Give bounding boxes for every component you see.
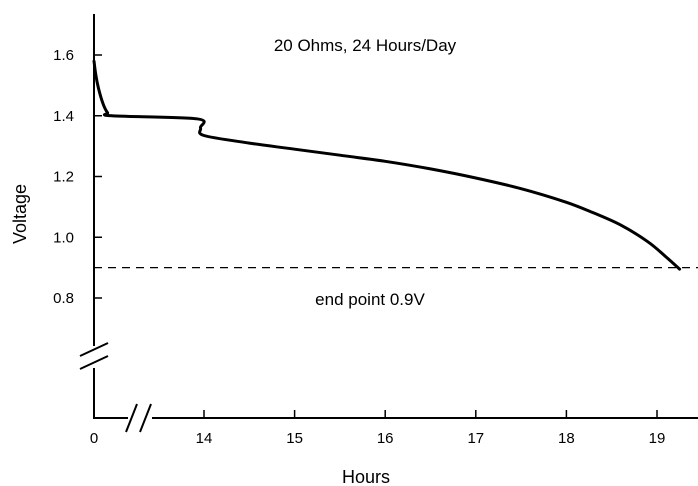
discharge-curve-series [92, 59, 682, 271]
x-tick-label: 16 [377, 430, 394, 447]
x-tick-label: 14 [196, 430, 213, 447]
y-axis-title: Voltage [10, 184, 30, 244]
y-tick-label: 1.0 [53, 229, 74, 246]
x-tick-label: 17 [467, 430, 484, 447]
y-axis-ticks: 0.8 1.0 1.2 1.4 1.6 [53, 47, 102, 307]
x-tick-label: 0 [90, 430, 98, 447]
y-tick-label: 1.2 [53, 169, 74, 186]
y-axis-break-mark [79, 342, 109, 370]
x-axis-break-mark [125, 403, 152, 433]
x-axis-title: Hours [342, 467, 390, 486]
y-tick-label: 0.8 [53, 290, 74, 307]
x-tick-label: 19 [649, 430, 666, 447]
x-tick-label: 15 [286, 430, 303, 447]
end-point-label: end point 0.9V [315, 290, 425, 309]
x-tick-label: 18 [558, 430, 575, 447]
x-axis-ticks: 0 14 15 16 17 18 19 [90, 410, 666, 447]
y-tick-label: 1.4 [53, 108, 74, 125]
y-tick-label: 1.6 [53, 47, 74, 64]
chart-title: 20 Ohms, 24 Hours/Day [274, 36, 457, 55]
